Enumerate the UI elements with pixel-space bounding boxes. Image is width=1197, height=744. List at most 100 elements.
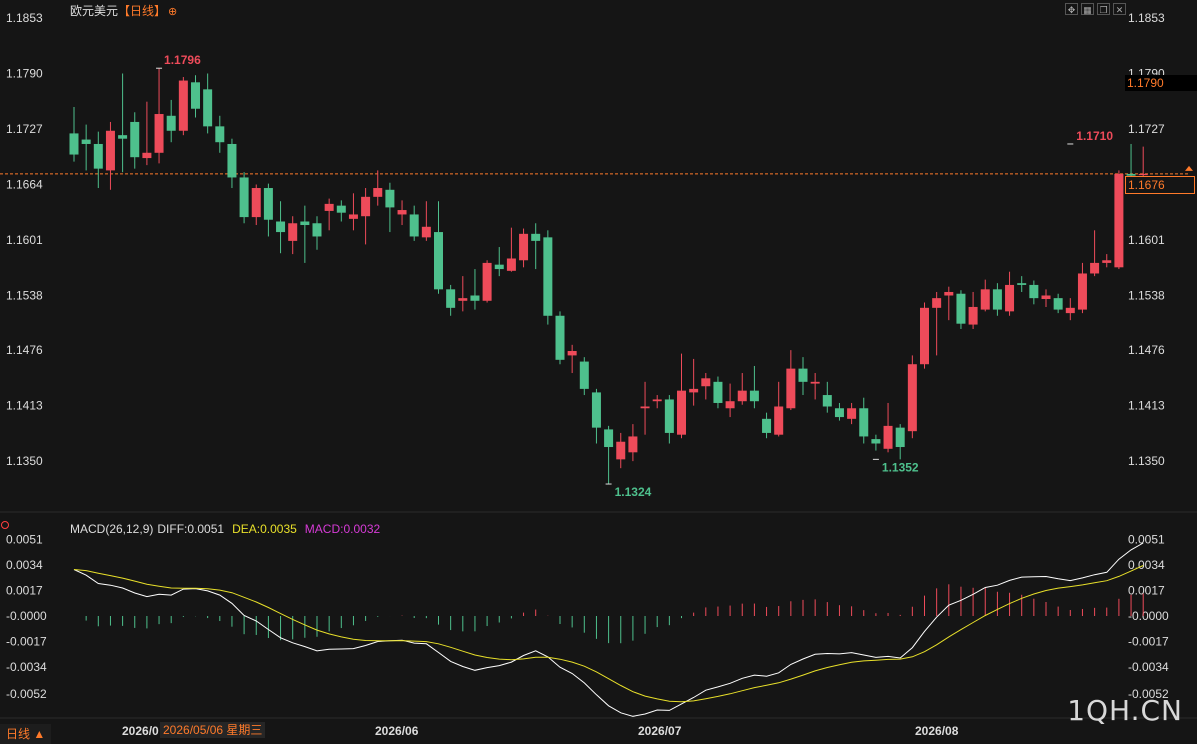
candle-body: [871, 439, 881, 444]
left-macd-tick: -0.0017: [6, 635, 47, 649]
left-price-tick: 1.1853: [6, 11, 43, 25]
candle-body: [1102, 260, 1112, 263]
last-high-annotation: 1.1710: [1076, 129, 1113, 143]
candle-body: [519, 233, 529, 261]
chart-title: 欧元美元【日线】 ⊕: [70, 2, 177, 19]
low-annotation: 1.1324: [615, 485, 652, 499]
macd-name[interactable]: MACD(26,12,9): [70, 522, 154, 536]
candle-body: [506, 258, 516, 271]
candle-body: [604, 429, 614, 448]
candle-body: [446, 289, 456, 308]
candle-body: [786, 368, 796, 409]
left-macd-tick: -0.0052: [6, 687, 47, 701]
candle-body: [907, 364, 917, 432]
candle-body: [713, 381, 723, 403]
candle-body: [883, 425, 893, 449]
current-price-arrow-icon: [1185, 165, 1193, 171]
candle-body: [932, 298, 942, 308]
candle-body: [397, 210, 407, 215]
candle-body: [920, 307, 929, 365]
candle-body: [69, 133, 79, 155]
candle-body: [1029, 284, 1039, 299]
left-price-tick: 1.1601: [6, 233, 43, 247]
left-macd-tick: -0.0034: [6, 660, 47, 674]
candle-body: [409, 214, 419, 237]
candle-body: [895, 427, 905, 448]
current-price-tag: 1.1676: [1125, 176, 1195, 194]
indicator-toggle-icon[interactable]: [1, 521, 9, 529]
add-circle-icon[interactable]: ⊕: [168, 6, 178, 18]
right-macd-tick: -0.0000: [1128, 609, 1169, 623]
candle-body: [1138, 173, 1148, 176]
restore-icon[interactable]: ❐: [1097, 3, 1110, 15]
candle-body: [105, 130, 115, 171]
candle-body: [1041, 295, 1051, 300]
candle-body: [348, 214, 358, 219]
high-annotation: 1.1796: [164, 53, 201, 67]
candle-body: [239, 177, 249, 218]
candle-body: [1114, 173, 1124, 268]
candle-body: [1065, 307, 1075, 314]
x-axis-label: 2026/07: [638, 724, 682, 738]
candle-body: [834, 408, 844, 418]
candle-body: [762, 418, 772, 433]
candles-group: [69, 68, 1148, 485]
low-annotation-2: 1.1352: [882, 460, 919, 474]
candle-body: [494, 264, 504, 270]
candle-body: [579, 361, 589, 389]
candle-body: [421, 226, 431, 238]
candle-body: [628, 436, 638, 453]
symbol-name: 欧元美元: [70, 4, 119, 18]
candle-body: [956, 293, 966, 324]
right-price-tick: 1.1538: [1128, 289, 1165, 303]
candle-body: [470, 295, 480, 301]
period-tab[interactable]: 日线 ▲: [0, 724, 52, 744]
candle-body: [652, 399, 662, 402]
candle-body: [300, 221, 310, 226]
macd-diff-value: DIFF:0.0051: [157, 522, 225, 536]
right-price-tick: 1.1476: [1128, 343, 1165, 357]
candle-body: [543, 237, 553, 316]
candle-body: [1077, 273, 1087, 310]
candle-body: [482, 262, 492, 301]
candle-body: [640, 406, 650, 409]
candle-body: [385, 189, 395, 208]
macd-histogram: [85, 584, 1144, 644]
grid-icon[interactable]: ▦: [1081, 3, 1094, 15]
candle-body: [847, 408, 857, 419]
candle-body: [142, 152, 152, 159]
candle-body: [616, 441, 626, 460]
macd-diff-line: [73, 542, 1144, 717]
candle-body: [130, 121, 140, 158]
candle-body: [664, 399, 674, 433]
candle-body: [227, 143, 237, 178]
candle-body: [93, 143, 103, 169]
candle-body: [458, 298, 468, 301]
candle-body: [531, 233, 541, 241]
move-icon[interactable]: ✥: [1065, 3, 1078, 15]
candle-body: [810, 381, 820, 384]
right-macd-tick: 0.0051: [1128, 533, 1165, 547]
macd-dea-value: DEA:0.0035: [232, 522, 297, 536]
candle-body: [567, 351, 577, 356]
left-price-tick: 1.1413: [6, 399, 43, 413]
candle-body: [215, 126, 225, 143]
close-icon[interactable]: ✕: [1113, 3, 1126, 15]
macd-legend: MACD(26,12,9) DIFF:0.0051 DEA:0.0035 MACD:0…: [70, 522, 380, 536]
right-price-tick: 1.1413: [1128, 399, 1165, 413]
left-macd-tick: 0.0017: [6, 584, 43, 598]
right-macd-tick: 0.0017: [1128, 584, 1165, 598]
candle-body: [361, 196, 371, 217]
candle-body: [980, 289, 990, 310]
candle-body: [749, 390, 759, 402]
left-price-tick: 1.1664: [6, 178, 43, 192]
candle-body: [1090, 262, 1100, 274]
period-label[interactable]: 【日线】: [118, 4, 167, 18]
right-macd-tick: -0.0017: [1128, 635, 1169, 649]
left-price-tick: 1.1350: [6, 454, 43, 468]
right-price-tick: 1.1853: [1128, 11, 1165, 25]
candle-body: [81, 139, 91, 144]
candle-body: [737, 390, 747, 402]
candle-body: [859, 408, 869, 437]
